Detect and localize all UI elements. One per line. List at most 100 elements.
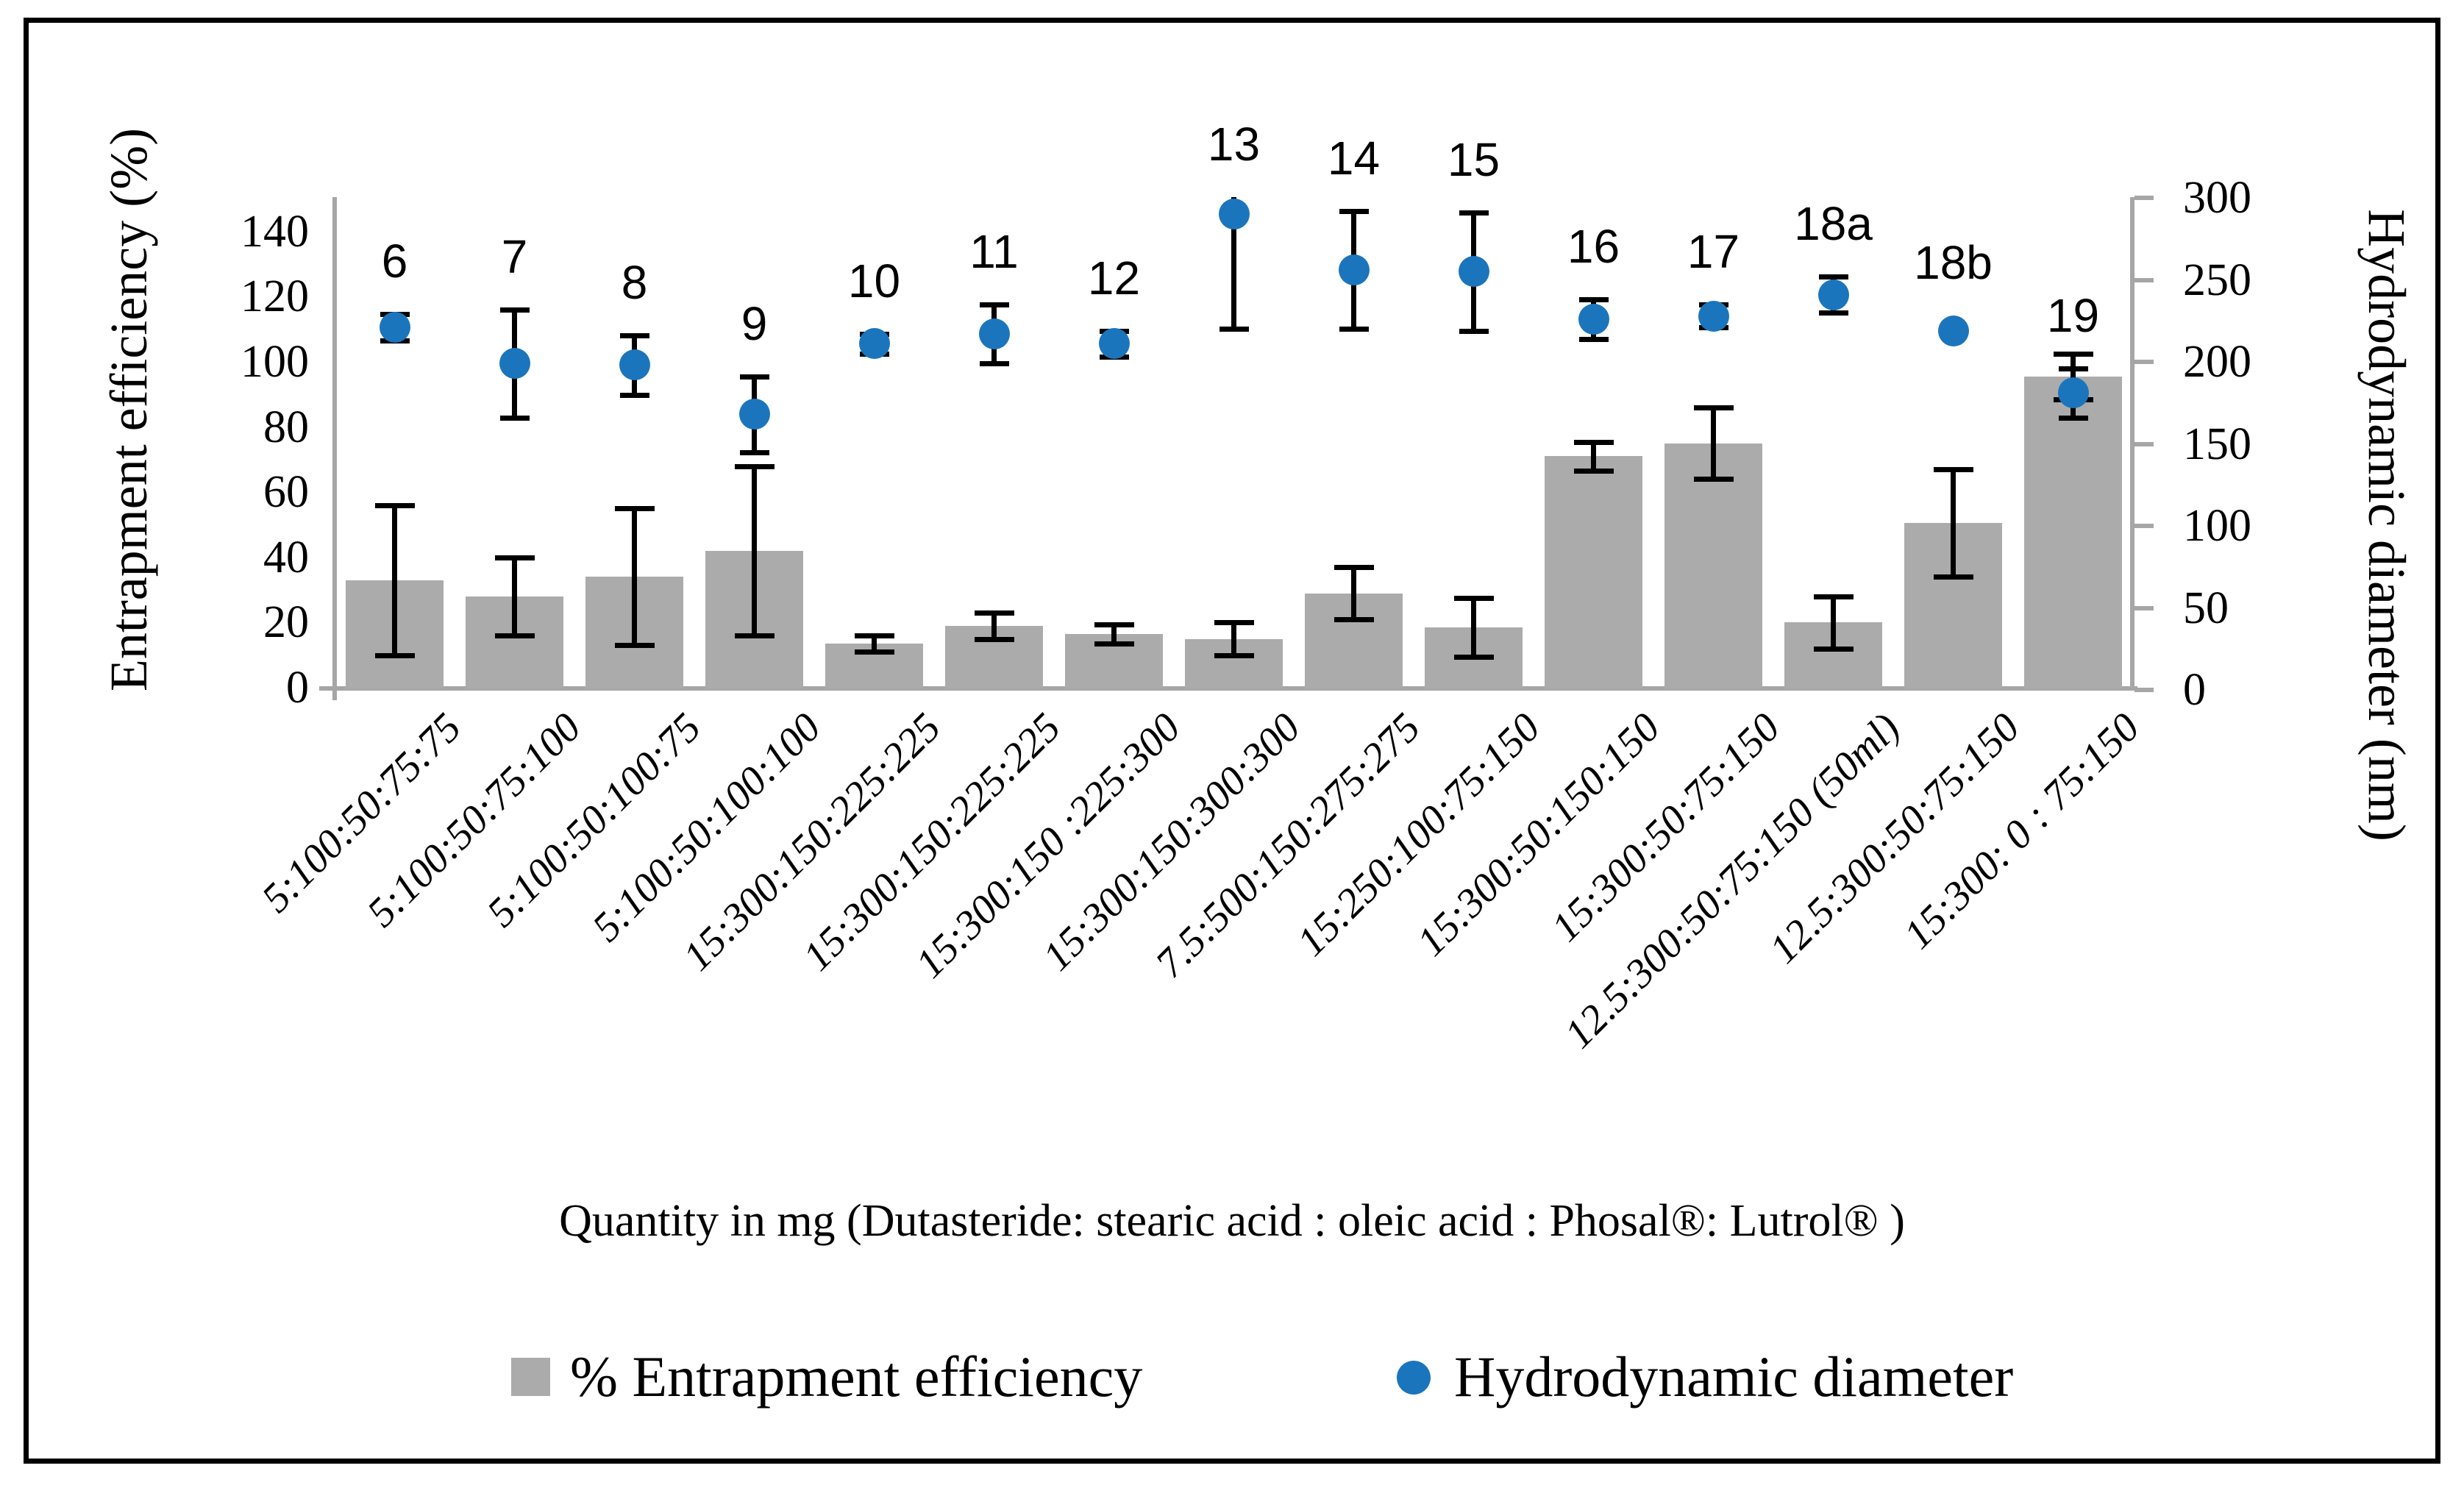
bar-error-line <box>1831 596 1836 649</box>
bar-error-cap-top <box>734 463 775 469</box>
bar-error-line <box>1351 567 1356 619</box>
bar-error-line <box>512 557 517 636</box>
bar-error-cap-bottom <box>974 636 1014 642</box>
dot-error-cap-bottom <box>499 415 530 421</box>
bar-error-cap-top <box>494 555 535 560</box>
point-label: 8 <box>621 256 648 310</box>
point-label: 11 <box>969 224 1019 278</box>
legend-dot-swatch <box>1397 1361 1431 1395</box>
dot-error-cap-bottom <box>1219 327 1249 332</box>
bar-error-line <box>1951 469 1956 577</box>
right-tick-label: 0 <box>2183 665 2206 715</box>
dot-error-cap-top <box>1459 210 1489 216</box>
point-label: 9 <box>741 297 768 351</box>
bar-error-cap-top <box>1933 467 1973 473</box>
scatter-dot <box>619 349 650 381</box>
right-tick-mark <box>2134 360 2154 364</box>
scatter-dot <box>978 318 1010 350</box>
scatter-dot <box>1817 279 1849 310</box>
scatter-dot <box>2057 377 2089 409</box>
x-axis-title: Quantity in mg (Dutasteride: stearic aci… <box>559 1196 1905 1246</box>
dot-error-cap-top <box>1339 208 1369 214</box>
point-label: 12 <box>1087 251 1141 305</box>
bar-error-cap-top <box>1573 439 1614 445</box>
dot-error-cap-bottom <box>739 449 769 455</box>
bar-error-cap-bottom <box>854 649 894 655</box>
point-label: 10 <box>847 254 901 308</box>
right-tick-mark <box>2134 605 2154 610</box>
right-tick-label: 200 <box>2183 337 2251 387</box>
bar-error-cap-bottom <box>1693 477 1734 482</box>
right-tick-mark <box>2134 441 2154 446</box>
dot-error-cap-top <box>499 307 530 313</box>
left-tick-label: 40 <box>263 532 309 583</box>
scatter-dot <box>1098 328 1130 360</box>
bar-error-cap-bottom <box>1573 469 1614 474</box>
dot-error-cap-bottom <box>1818 310 1848 316</box>
right-axis-line <box>2130 197 2134 691</box>
point-label: 15 <box>1447 133 1500 187</box>
bar-error-cap-top <box>1453 596 1494 602</box>
bar-error-cap-bottom <box>1453 654 1494 660</box>
scatter-dot <box>1458 256 1489 288</box>
dot-error-cap-bottom <box>2058 415 2088 421</box>
bar-error-cap-top <box>974 610 1014 616</box>
bar-error-line <box>1111 624 1117 644</box>
bar-error-cap-top <box>1813 594 1854 599</box>
bar-error-cap-top <box>2053 351 2093 357</box>
left-tick-label: 0 <box>286 663 309 713</box>
bar-error-line <box>1591 441 1596 471</box>
scatter-dot <box>1578 304 1609 335</box>
bar <box>1664 443 1762 688</box>
point-label: 14 <box>1327 131 1381 185</box>
bar <box>2024 376 2122 688</box>
bar-error-line <box>1231 622 1236 655</box>
left-tick-label: 140 <box>241 206 309 257</box>
bar-error-cap-bottom <box>1813 646 1854 652</box>
right-tick-mark <box>2134 277 2154 282</box>
bar-error-cap-top <box>1094 622 1134 627</box>
bar-error-cap-bottom <box>614 643 655 649</box>
bar-error-cap-top <box>1214 620 1254 626</box>
bar-error-line <box>1711 407 1716 480</box>
dot-error-cap-top <box>1818 274 1848 280</box>
bar <box>1545 456 1642 688</box>
bar-error-line <box>872 635 877 652</box>
scatter-dot <box>1698 300 1729 332</box>
bar-error-cap-top <box>1334 565 1374 571</box>
bar-error-cap-bottom <box>1214 652 1254 658</box>
dot-error-cap-bottom <box>1578 336 1609 342</box>
dot-error-cap-top <box>619 333 649 339</box>
bar-error-cap-bottom <box>1334 616 1374 622</box>
left-tick-label: 20 <box>263 597 309 648</box>
bar-error-cap-bottom <box>1933 574 1973 580</box>
dot-error-cap-top <box>2058 366 2088 371</box>
scatter-dot <box>379 312 410 343</box>
dot-error-cap-bottom <box>1339 327 1369 332</box>
right-tick-label: 100 <box>2183 501 2251 551</box>
bar-error-line <box>392 505 397 655</box>
bar-error-cap-bottom <box>494 633 535 639</box>
point-label: 18a <box>1794 197 1873 251</box>
left-tick-label: 120 <box>241 271 309 322</box>
scatter-dot <box>1338 254 1370 286</box>
point-label: 16 <box>1567 220 1620 274</box>
dot-error-cap-top <box>979 302 1009 307</box>
bar-error-line <box>632 508 637 646</box>
point-label: 17 <box>1687 224 1740 278</box>
legend-label-diameter: Hydrodynamic diameter <box>1454 1345 2014 1409</box>
right-tick-label: 150 <box>2183 419 2251 469</box>
right-tick-label: 250 <box>2183 254 2251 305</box>
left-tick-label: 60 <box>263 467 309 518</box>
bar-error-cap-bottom <box>374 652 415 658</box>
dot-error-line <box>1231 197 1236 330</box>
right-tick-mark <box>2134 688 2154 692</box>
figure-border <box>24 18 2440 1464</box>
scatter-dot <box>858 328 890 360</box>
legend-label-entrapment: % Entrapment efficiency <box>570 1345 1143 1409</box>
point-label: 7 <box>501 229 528 283</box>
right-tick-mark <box>2134 196 2154 200</box>
right-tick-label: 50 <box>2183 583 2229 633</box>
